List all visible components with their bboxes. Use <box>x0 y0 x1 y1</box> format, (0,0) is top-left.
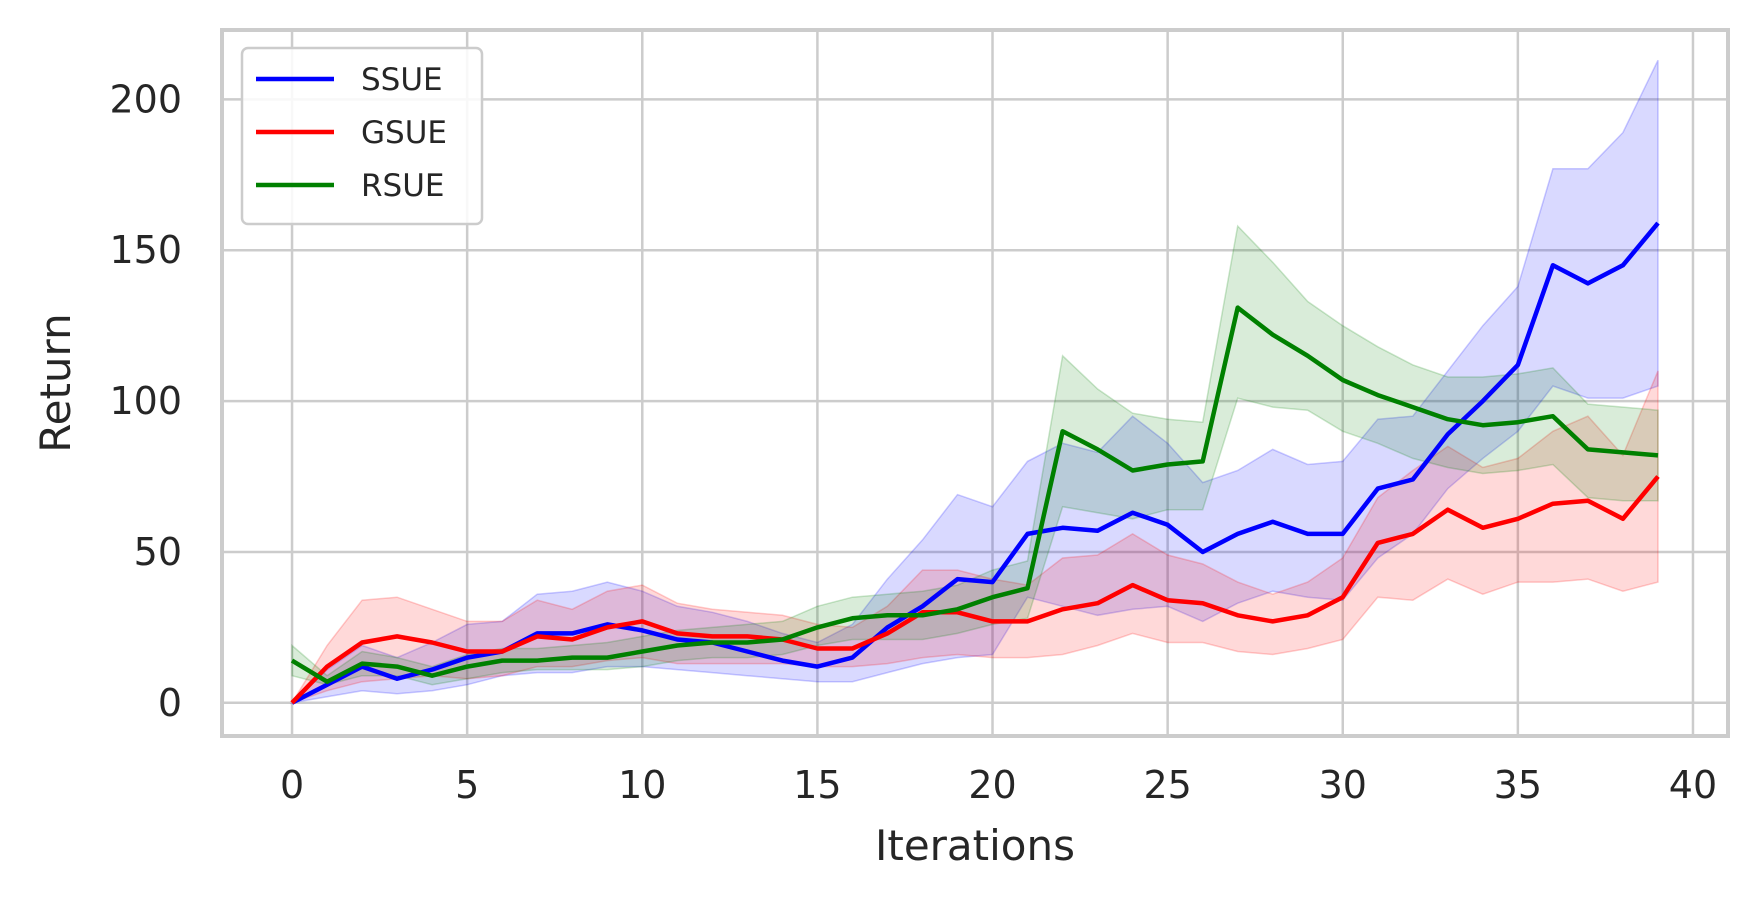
x-tick-label: 5 <box>455 763 479 807</box>
gsue-line <box>290 475 1660 705</box>
x-tick-label: 35 <box>1494 763 1542 807</box>
y-tick-label: 150 <box>109 228 182 272</box>
x-tick-label: 15 <box>793 763 841 807</box>
x-axis-label: Iterations <box>875 821 1075 870</box>
x-tick-label: 20 <box>968 763 1016 807</box>
rsue-line <box>290 305 1659 684</box>
grid <box>222 30 1728 736</box>
x-tick-label: 25 <box>1143 763 1191 807</box>
x-ticks: 0 5 10 15 20 25 30 35 40 <box>280 763 1717 807</box>
rsue-confidence-band <box>291 224 1659 686</box>
y-tick-label: 50 <box>134 530 182 574</box>
lines <box>290 221 1660 705</box>
legend: SSUE GSUE RSUE <box>240 46 484 226</box>
y-axis-label: Return <box>31 313 80 452</box>
y-tick-label: 200 <box>109 77 182 121</box>
y-ticks: 0 50 100 150 200 <box>109 77 182 724</box>
x-tick-label: 30 <box>1319 763 1367 807</box>
x-tick-label: 0 <box>280 763 304 807</box>
plot-frame <box>220 28 1730 738</box>
y-tick-label: 0 <box>158 681 182 725</box>
x-tick-label: 40 <box>1669 763 1717 807</box>
legend-label-rsue: RSUE <box>361 168 445 204</box>
y-tick-label: 100 <box>109 379 182 423</box>
legend-label-gsue: GSUE <box>361 115 447 151</box>
legend-label-ssue: SSUE <box>361 62 443 98</box>
legend-box <box>240 46 484 226</box>
bands <box>289 59 1659 705</box>
x-tick-label: 10 <box>618 763 666 807</box>
